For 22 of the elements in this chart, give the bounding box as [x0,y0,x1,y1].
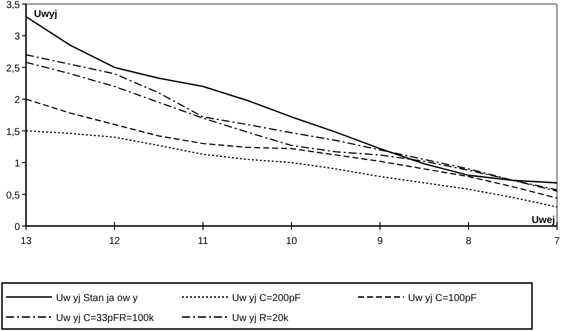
y-tick-label: 0 [14,222,20,233]
x-tick-label: 10 [286,236,298,247]
legend-label: Uw yj C=33pFR=100k [56,313,155,324]
x-tick-label: 9 [377,236,384,247]
x-tick-label: 13 [20,236,32,247]
y-axis-title: Uwyj [34,9,58,20]
legend-label: Uw yj C=200pF [232,293,301,304]
y-tick-label: 3 [14,32,20,43]
legend-label: Uw yj Stan ja ow y [56,293,138,304]
legend-label: Uw yj C=100pF [408,293,477,304]
y-tick-label: 0,5 [6,190,20,202]
legend-label: Uw yj R=20k [232,313,290,324]
y-tick-label: 1 [14,158,20,170]
y-tick-label: 1,5 [6,126,20,138]
y-tick-label: 2 [14,95,20,106]
x-axis-title: Uwej [532,215,556,226]
y-tick-label: 3,5 [6,0,20,11]
x-tick-label: 7 [554,236,560,247]
x-tick-label: 12 [108,236,120,247]
x-tick-label: 11 [198,236,209,247]
y-tick-label: 2,5 [6,63,20,74]
x-tick-label: 8 [466,236,472,247]
